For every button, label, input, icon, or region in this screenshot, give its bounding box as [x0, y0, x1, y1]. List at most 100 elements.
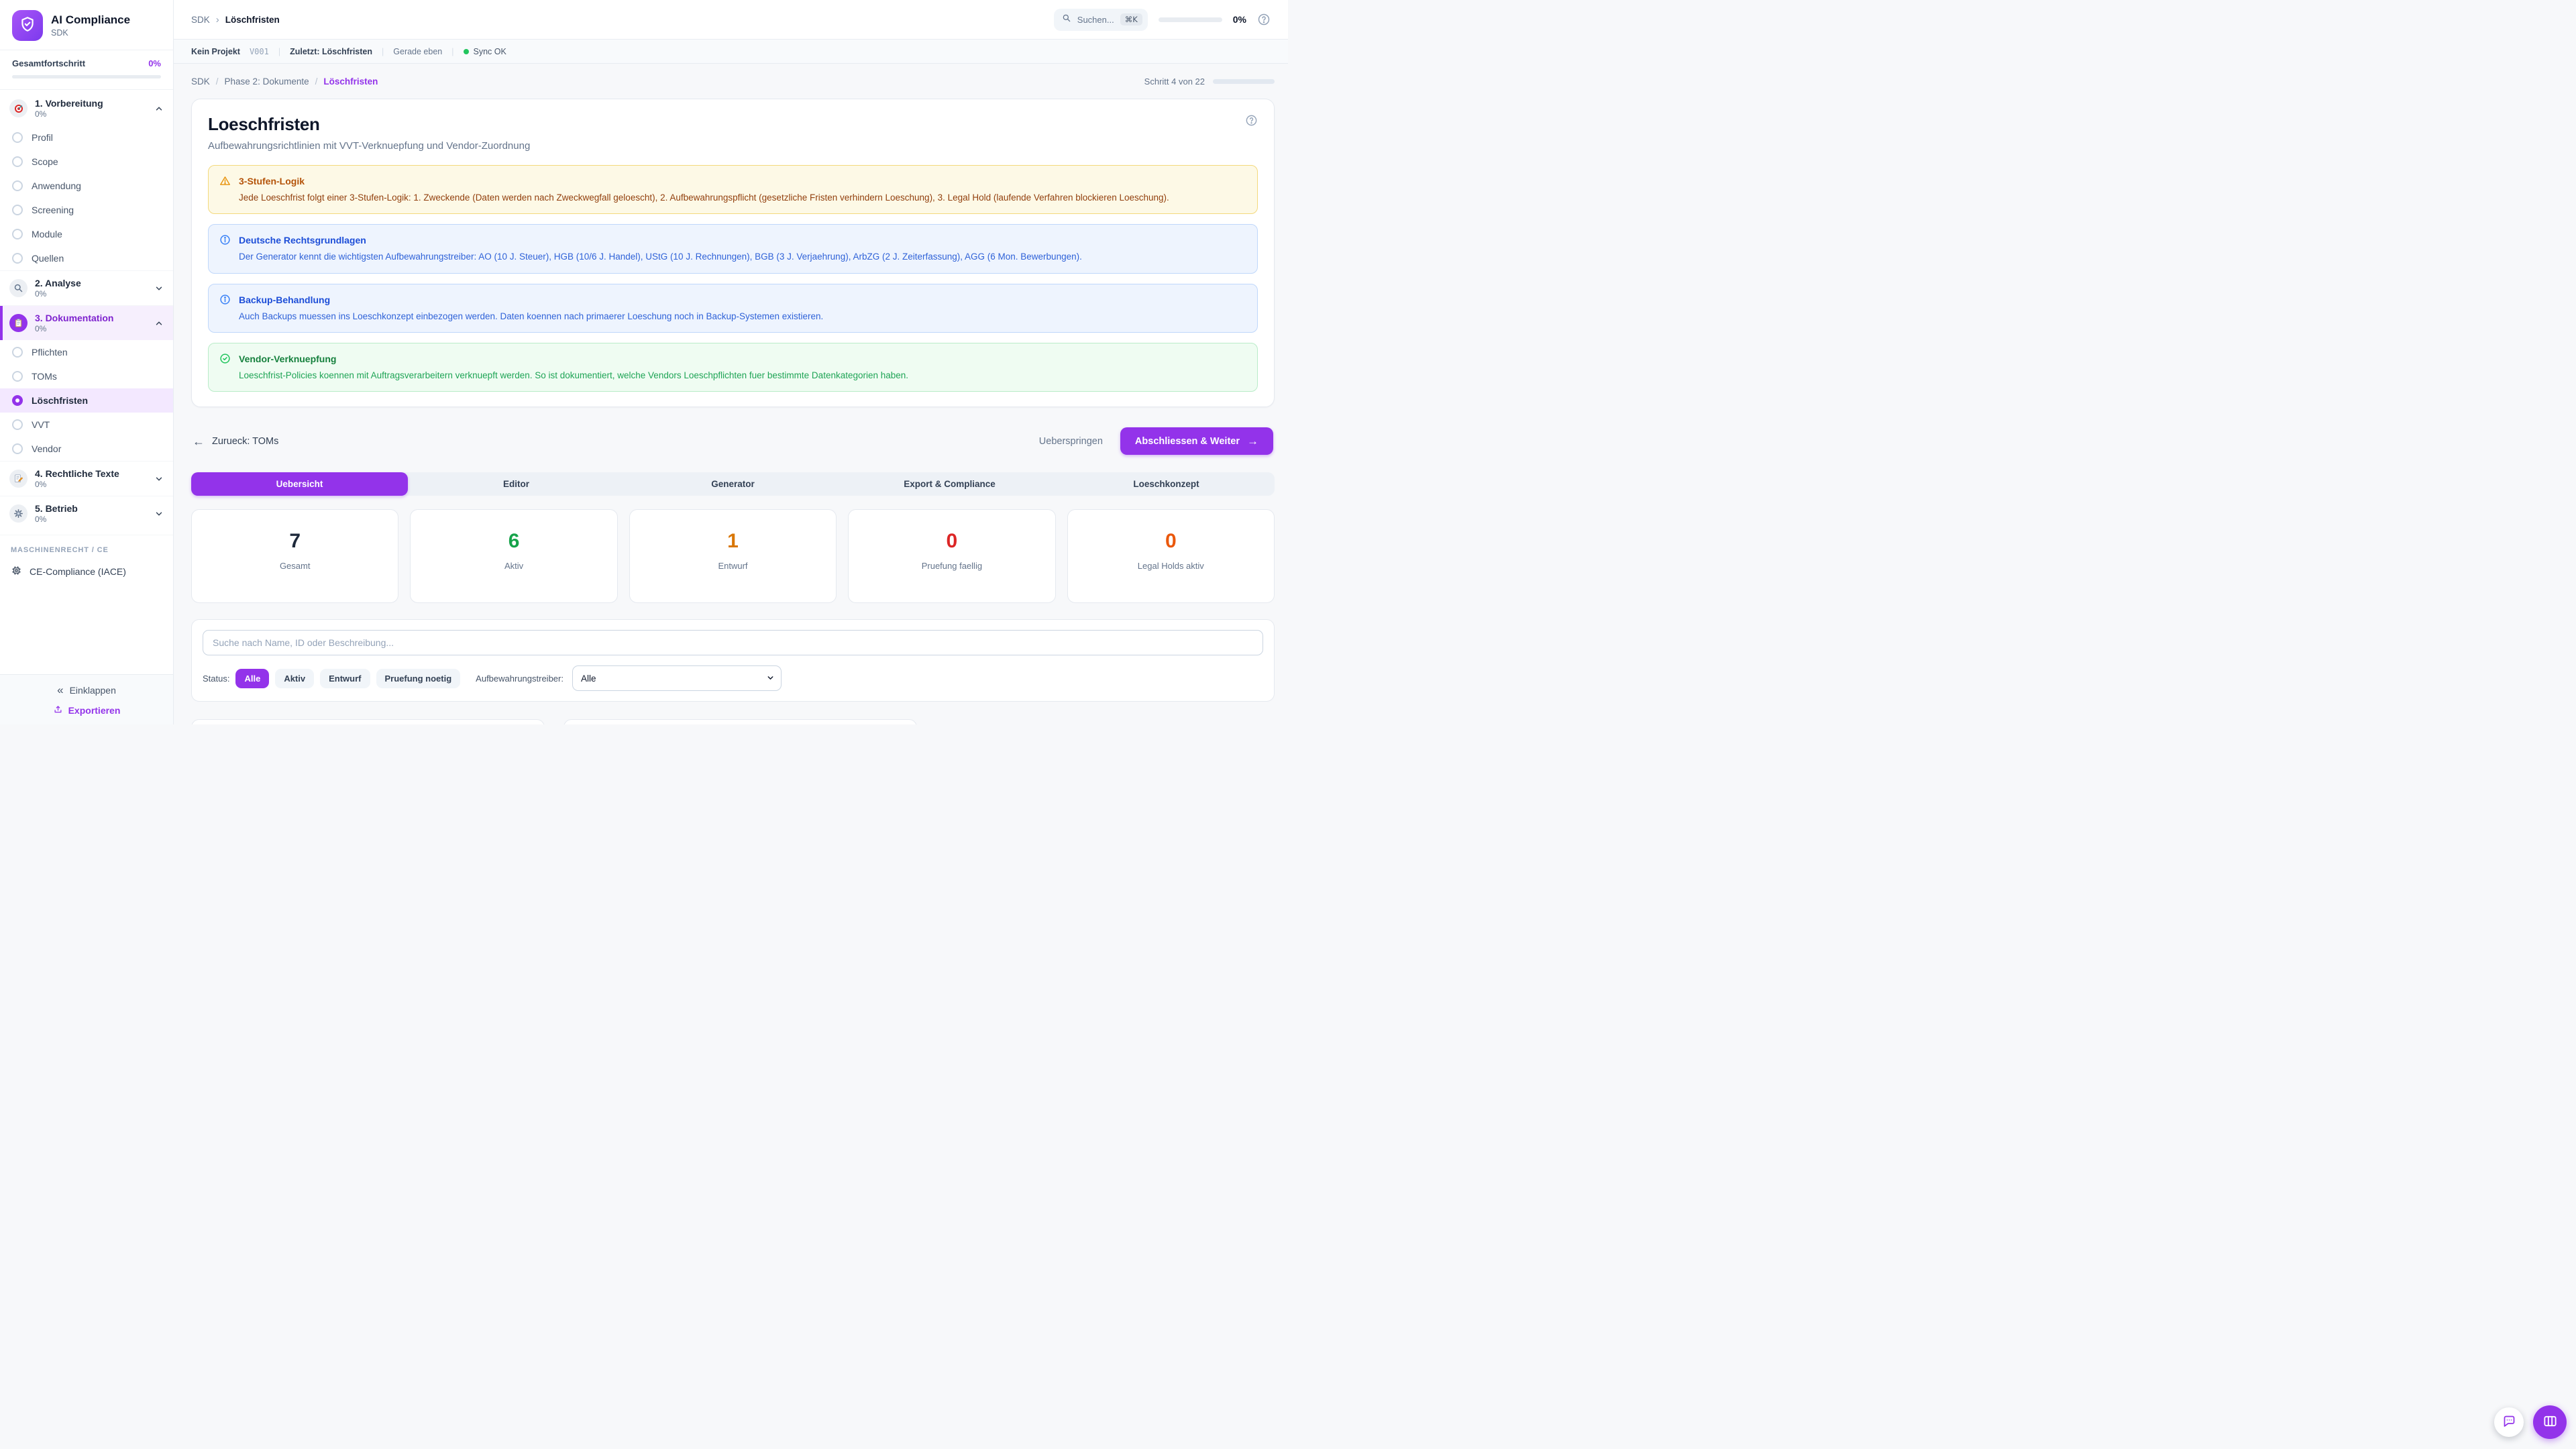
page-crumb-root[interactable]: SDK [191, 76, 210, 87]
check-circle-icon [219, 353, 231, 382]
section-title: 1. Vorbereitung [35, 98, 103, 109]
arrow-right-icon: → [1247, 435, 1258, 447]
radio-selected-icon [12, 395, 23, 406]
sidebar-section-dokumentation[interactable]: 3. Dokumentation 0% [0, 305, 173, 340]
info-box-title: Backup-Behandlung [239, 294, 331, 305]
clipboard-icon [9, 314, 28, 332]
skip-button[interactable]: Ueberspringen [1038, 435, 1103, 447]
policy-card[interactable] [191, 719, 545, 724]
sidebar-section-vorbereitung[interactable]: 1. Vorbereitung 0% [0, 91, 173, 125]
status-filter-entwurf[interactable]: Entwurf [320, 668, 370, 688]
info-box-body: Auch Backups muessen ins Loeschkonzept e… [239, 311, 824, 321]
global-search[interactable]: Suchen... ⌘K [1053, 8, 1148, 31]
overall-progress: Gesamtfortschritt 0% [0, 50, 173, 90]
sidebar-section-rechtliche-texte[interactable]: 4. Rechtliche Texte 0% [0, 461, 173, 496]
stat-label: Legal Holds aktiv [1137, 561, 1204, 571]
tab-bar: Uebersicht Editor Generator Export & Com… [191, 472, 1275, 496]
radio-circle-icon [12, 419, 23, 430]
stat-value: 1 [727, 530, 739, 552]
target-icon [9, 99, 28, 117]
stat-card-legal-holds: 0 Legal Holds aktiv [1067, 509, 1275, 603]
policy-card[interactable] [564, 719, 917, 724]
radio-circle-icon [12, 156, 23, 167]
sidebar-item-vvt[interactable]: VVT [0, 413, 173, 437]
upload-icon [53, 704, 63, 716]
stat-card-entwurf: 1 Entwurf [629, 509, 837, 603]
page-nav-row: SDK / Phase 2: Dokumente / Löschfristen … [191, 64, 1275, 99]
chevron-up-icon[interactable] [154, 104, 164, 113]
breadcrumb-root[interactable]: SDK [191, 14, 210, 25]
info-box-title: Deutsche Rechtsgrundlagen [239, 235, 366, 246]
section-title: 4. Rechtliche Texte [35, 468, 119, 479]
collapse-sidebar-button[interactable]: « Einklappen [57, 684, 116, 696]
sidebar-item-toms[interactable]: TOMs [0, 364, 173, 388]
chat-fab-button[interactable] [2494, 1407, 2524, 1437]
topbar-progress-bar [1158, 17, 1222, 22]
info-circle-icon [219, 234, 231, 264]
sidebar-section-analyse[interactable]: 2. Analyse 0% [0, 270, 173, 305]
tab-editor[interactable]: Editor [408, 472, 625, 496]
help-button[interactable] [1257, 13, 1271, 26]
radio-circle-icon [12, 229, 23, 239]
sidebar-item-screening[interactable]: Screening [0, 198, 173, 222]
driver-select[interactable]: Alle [572, 665, 782, 691]
info-box-title: 3-Stufen-Logik [239, 176, 305, 186]
stat-card-gesamt: 7 Gesamt [191, 509, 399, 603]
sidebar-item-quellen[interactable]: Quellen [0, 246, 173, 270]
stat-label: Entwurf [718, 561, 748, 571]
policy-search-input[interactable] [203, 630, 1263, 655]
chevron-down-icon[interactable] [154, 509, 164, 519]
radio-circle-icon [12, 132, 23, 143]
info-box-vendor: Vendor-Verknuepfung Loeschfrist-Policies… [208, 342, 1258, 392]
sidebar-section-betrieb[interactable]: 5. Betrieb 0% [0, 496, 173, 531]
wizard-nav-row: ← Zurueck: TOMs Ueberspringen Abschliess… [193, 427, 1273, 455]
info-box-body: Der Generator kennt die wichtigsten Aufb… [239, 252, 1082, 262]
back-button[interactable]: ← Zurueck: TOMs [193, 434, 279, 448]
app-header: AI Compliance SDK [0, 0, 173, 50]
floating-actions [2494, 1405, 2567, 1439]
info-box-backup: Backup-Behandlung Auch Backups muessen i… [208, 283, 1258, 333]
page-breadcrumb: SDK / Phase 2: Dokumente / Löschfristen [191, 76, 378, 87]
tab-uebersicht[interactable]: Uebersicht [191, 472, 408, 496]
section-percent: 0% [35, 289, 47, 299]
sidebar-item-profil[interactable]: Profil [0, 125, 173, 150]
page-crumb-phase[interactable]: Phase 2: Dokumente [224, 76, 309, 87]
export-button[interactable]: Exportieren [53, 704, 120, 716]
sidebar-item-module[interactable]: Module [0, 222, 173, 246]
search-placeholder: Suchen... [1077, 14, 1114, 25]
sidebar-item-scope[interactable]: Scope [0, 150, 173, 174]
tab-export-compliance[interactable]: Export & Compliance [841, 472, 1058, 496]
app-subtitle: SDK [51, 28, 68, 38]
status-filter-pruefung-noetig[interactable]: Pruefung noetig [376, 668, 461, 688]
stat-label: Aktiv [504, 561, 524, 571]
sidebar-item-vendor[interactable]: Vendor [0, 437, 173, 461]
radio-circle-icon [12, 347, 23, 358]
status-filter-alle[interactable]: Alle [235, 668, 270, 688]
page-subtitle: Aufbewahrungsrichtlinien mit VVT-Verknue… [208, 140, 531, 152]
stat-card-pruefung-faellig: 0 Pruefung faellig [848, 509, 1056, 603]
sidebar-item-anwendung[interactable]: Anwendung [0, 174, 173, 198]
breadcrumb-current: Löschfristen [225, 14, 280, 25]
main-area: SDK › Löschfristen Suchen... ⌘K 0% [174, 0, 1288, 724]
tab-loeschkonzept[interactable]: Loeschkonzept [1058, 472, 1275, 496]
chevron-down-icon[interactable] [154, 474, 164, 484]
last-visited: Zuletzt: Löschfristen [290, 46, 373, 56]
memo-pencil-icon [9, 470, 28, 488]
status-filter-aktiv[interactable]: Aktiv [275, 668, 315, 688]
policy-card-row [191, 719, 1275, 724]
step-help-button[interactable] [1245, 114, 1258, 127]
step-progress-bar [1213, 78, 1275, 84]
complete-next-button[interactable]: Abschliessen & Weiter → [1120, 427, 1273, 455]
sidebar-item-pflichten[interactable]: Pflichten [0, 340, 173, 364]
chevron-up-icon[interactable] [154, 319, 164, 328]
chevron-down-icon[interactable] [154, 284, 164, 293]
info-box-legal: Deutsche Rechtsgrundlagen Der Generator … [208, 224, 1258, 274]
info-box-body: Jede Loeschfrist folgt einer 3-Stufen-Lo… [239, 193, 1169, 203]
tab-generator[interactable]: Generator [625, 472, 841, 496]
sidebar-item-loeschfristen[interactable]: Löschfristen [0, 388, 173, 413]
radio-circle-icon [12, 443, 23, 454]
sidebar-item-ce-compliance[interactable]: CE-Compliance (IACE) [0, 559, 173, 586]
board-view-fab-button[interactable] [2533, 1405, 2567, 1439]
wizard-step-indicator: Schritt 4 von 22 [1144, 76, 1275, 87]
radio-circle-icon [12, 205, 23, 215]
